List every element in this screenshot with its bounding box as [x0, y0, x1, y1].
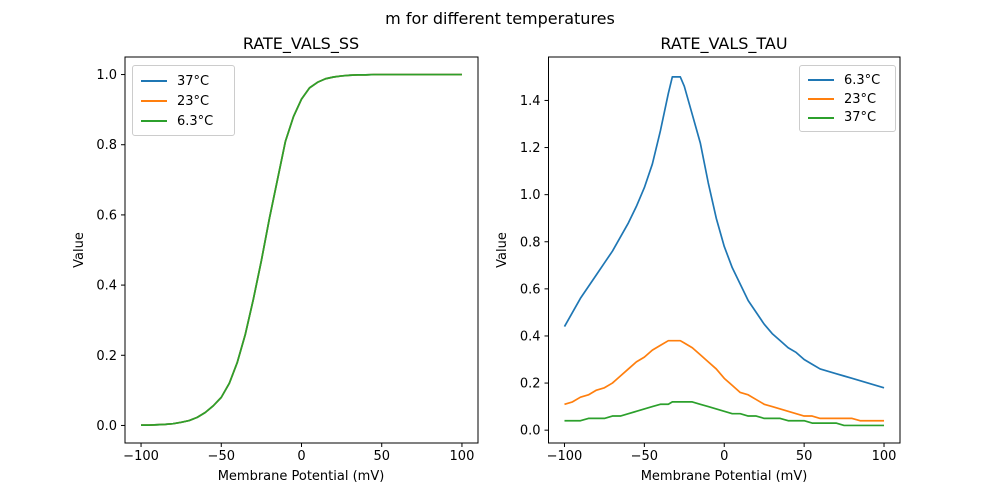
legend-line-swatch — [808, 116, 834, 119]
figure-suptitle: m for different temperatures — [385, 9, 615, 28]
legend-entry-label: 6.3°C — [844, 72, 881, 88]
right-legend: 6.3°C 23°C 37°C — [799, 65, 896, 132]
y-tick-label: 1.0 — [96, 68, 117, 83]
subplot-RATE_VALS_TAU: −100 −50 0 50 100 0.0 0.2 0.4 0.6 0.8 1.0 1.2 1.4 — [520, 56, 901, 464]
y-tick-label: 0.8 — [520, 235, 541, 250]
legend-entry-23°C: 23°C — [141, 91, 226, 111]
y-tick-label: 1.4 — [520, 94, 541, 109]
legend-line-swatch — [141, 80, 167, 82]
right-yaxis-label: Value — [495, 232, 510, 268]
x-tick-label: −100 — [547, 449, 583, 464]
y-tick-label: 1.2 — [520, 141, 541, 156]
x-tick-label: 0 — [720, 449, 728, 464]
left-xaxis-label: Membrane Potential (mV) — [217, 469, 385, 484]
y-tick-label: 0.6 — [520, 282, 541, 297]
y-tick-label: 0.4 — [520, 329, 541, 344]
legend-line-swatch — [141, 100, 167, 102]
y-tick-label: 0.4 — [96, 279, 117, 294]
x-tick-label: −50 — [631, 449, 658, 464]
legend-entry-label: 37°C — [844, 110, 877, 126]
y-tick-label: 0.0 — [520, 424, 541, 439]
curve-23°C — [564, 339, 885, 422]
left-legend: 37°C 23°C 6.3°C — [132, 65, 235, 136]
left-yaxis-label: Value — [72, 232, 87, 268]
legend-entry-23°C: 23°C — [808, 90, 887, 109]
y-tick-label: 0.0 — [96, 419, 117, 434]
legend-line-swatch — [141, 120, 167, 122]
legend-entry-37°C: 37°C — [141, 71, 226, 91]
legend-entry-label: 23°C — [177, 93, 210, 109]
legend-entry-6.3°C: 6.3°C — [141, 111, 226, 131]
curve-6.3°C — [141, 73, 462, 426]
legend-entry-37°C: 37°C — [808, 108, 887, 127]
legend-line-swatch — [808, 98, 834, 100]
x-tick-label: 100 — [872, 449, 897, 464]
y-tick-label: 0.2 — [96, 349, 117, 364]
x-tick-label: 0 — [297, 449, 305, 464]
x-tick-label: −100 — [123, 449, 159, 464]
x-tick-label: 100 — [450, 449, 475, 464]
x-tick-label: 50 — [796, 449, 813, 464]
y-tick-label: 1.0 — [520, 188, 541, 203]
y-tick-label: 0.6 — [96, 208, 117, 223]
curve-6.3°C — [563, 76, 885, 389]
legend-entry-label: 6.3°C — [177, 113, 214, 129]
subplot-RATE_VALS_SS: −100 −50 0 50 100 0.0 0.2 0.4 0.6 0.8 1.0 — [96, 56, 479, 464]
legend-entry-label: 23°C — [844, 91, 877, 107]
x-tick-label: 50 — [373, 449, 390, 464]
y-tick-label: 0.8 — [96, 138, 117, 153]
legend-entry-6.3°C: 6.3°C — [808, 71, 887, 90]
curve-37°C — [564, 401, 885, 427]
legend-line-swatch — [808, 79, 834, 82]
y-tick-label: 0.2 — [520, 377, 541, 392]
legend-entry-label: 37°C — [177, 73, 210, 89]
right-subplot-title: RATE_VALS_TAU — [660, 34, 788, 53]
x-tick-label: −50 — [208, 449, 235, 464]
right-xaxis-label: Membrane Potential (mV) — [640, 469, 808, 484]
left-subplot-title: RATE_VALS_SS — [242, 34, 360, 53]
